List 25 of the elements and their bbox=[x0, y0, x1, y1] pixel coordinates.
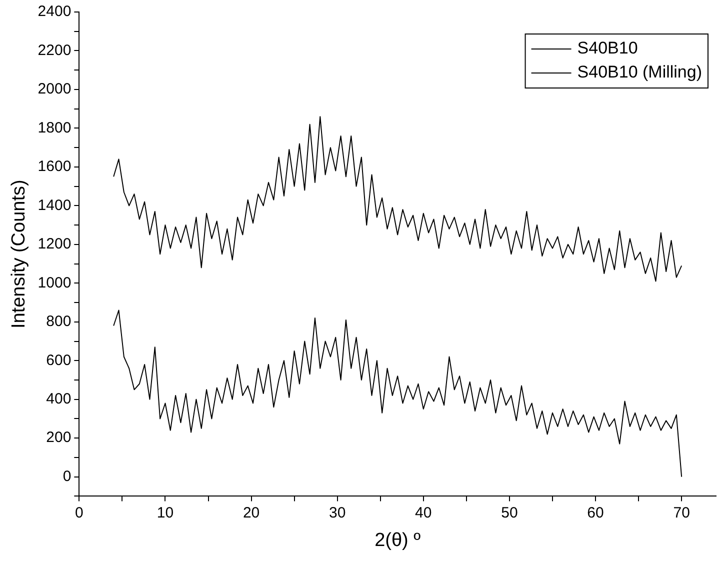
y-tick-label: 2200 bbox=[38, 42, 72, 59]
y-tick-label: 2400 bbox=[38, 3, 72, 20]
y-tick-label: 1600 bbox=[38, 158, 72, 176]
x-tick-label: 30 bbox=[329, 504, 346, 522]
y-tick-label: 1400 bbox=[38, 196, 72, 214]
y-tick-label: 800 bbox=[46, 313, 72, 330]
y-tick-label: 200 bbox=[46, 429, 72, 446]
y-tick-label: 1000 bbox=[38, 274, 72, 292]
legend-label: S40B10 (Milling) bbox=[577, 62, 702, 82]
x-tick-label: 60 bbox=[587, 504, 604, 522]
y-tick-label: 0 bbox=[62, 468, 72, 485]
x-tick-label: 70 bbox=[673, 504, 690, 522]
x-tick-label: 50 bbox=[501, 504, 518, 522]
y-tick-label: 600 bbox=[46, 352, 72, 369]
y-tick-label: 1200 bbox=[38, 236, 72, 253]
x-tick-label: 0 bbox=[74, 504, 84, 522]
y-tick-label: 2000 bbox=[38, 80, 72, 98]
x-tick-label: 20 bbox=[242, 504, 260, 522]
y-axis-title: Intensity (Counts) bbox=[8, 180, 30, 329]
legend-label: S40B10 bbox=[577, 38, 638, 58]
y-tick-label: 400 bbox=[46, 390, 72, 408]
x-tick-label: 40 bbox=[415, 504, 432, 522]
y-tick-label: 1800 bbox=[38, 119, 72, 136]
x-tick-label: 10 bbox=[156, 504, 174, 522]
x-axis-title: 2(θ) º bbox=[374, 530, 421, 551]
